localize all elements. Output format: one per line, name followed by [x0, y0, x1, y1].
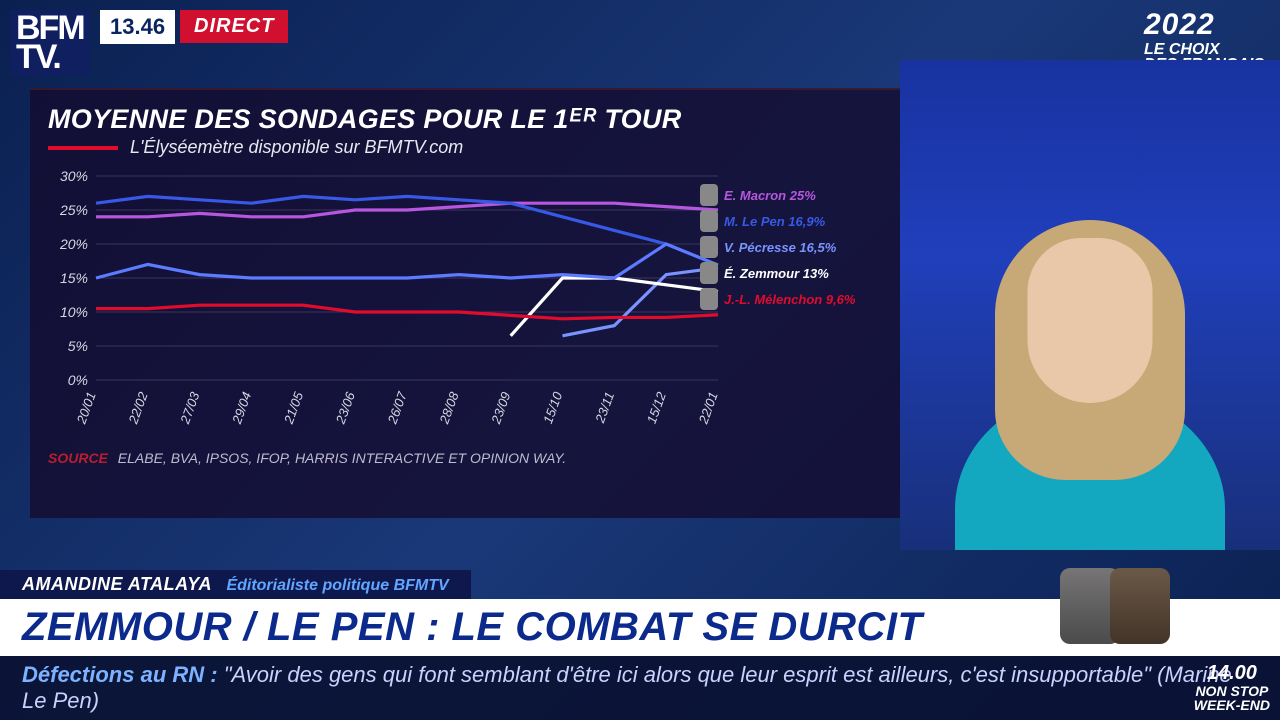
svg-text:25%: 25% — [59, 202, 88, 218]
svg-text:28/08: 28/08 — [436, 389, 462, 426]
studio-shot — [900, 60, 1280, 550]
guest-name: AMANDINE ATALAYA — [22, 574, 212, 594]
legend-label: É. Zemmour 13% — [724, 266, 829, 281]
candidate-avatar-icon — [700, 288, 718, 310]
source-text: ELABE, BVA, IPSOS, IFOP, HARRIS INTERACT… — [118, 450, 566, 466]
svg-text:22/01: 22/01 — [695, 390, 721, 427]
election-line1: LE CHOIX — [1144, 42, 1264, 57]
svg-text:29/04: 29/04 — [229, 390, 255, 427]
legend-label: V. Pécresse 16,5% — [724, 240, 836, 255]
svg-text:5%: 5% — [68, 338, 88, 354]
legend-vpcresse: V. Pécresse 16,5% — [700, 236, 880, 258]
source-label: SOURCE — [48, 450, 108, 466]
logo-line2: TV. — [16, 43, 84, 72]
svg-text:27/03: 27/03 — [177, 389, 203, 426]
candidate-avatar-icon — [700, 184, 718, 206]
svg-text:20/01: 20/01 — [73, 390, 99, 427]
svg-text:23/11: 23/11 — [592, 390, 617, 426]
next-show-promo: 14.00 NON STOP WEEK-END — [1194, 662, 1270, 712]
svg-text:10%: 10% — [60, 304, 88, 320]
svg-text:23/09: 23/09 — [488, 390, 514, 427]
host-avatar-2 — [1110, 568, 1170, 644]
svg-text:21/05: 21/05 — [281, 389, 307, 426]
ticker-lead: Défections au RN : — [22, 662, 218, 687]
svg-text:30%: 30% — [60, 170, 88, 184]
guest-name-bar: AMANDINE ATALAYA Éditorialiste politique… — [0, 570, 471, 599]
promo-line2: WEEK-END — [1194, 699, 1270, 712]
candidate-avatar-icon — [700, 210, 718, 232]
candidate-avatar-icon — [700, 236, 718, 258]
legend-emacron: E. Macron 25% — [700, 184, 880, 206]
candidate-avatar-icon — [700, 262, 718, 284]
svg-text:22/02: 22/02 — [125, 389, 151, 426]
clock-badge: 13.46 — [100, 10, 175, 44]
chart-title: MOYENNE DES SONDAGES POUR LE 1ᴱᴿ TOUR — [48, 104, 882, 135]
legend-zemmour: É. Zemmour 13% — [700, 262, 880, 284]
chart-subtitle: L'Élyséemètre disponible sur BFMTV.com — [130, 137, 463, 158]
svg-text:23/06: 23/06 — [332, 389, 358, 426]
svg-text:26/07: 26/07 — [384, 389, 410, 426]
svg-text:15%: 15% — [60, 270, 88, 286]
presenter-silhouette — [970, 220, 1210, 550]
svg-text:0%: 0% — [68, 372, 88, 388]
svg-text:15/12: 15/12 — [644, 389, 669, 425]
network-logo: BFM TV. — [10, 10, 90, 76]
guest-role: Éditorialiste politique BFMTV — [226, 577, 448, 594]
legend-mlepen: M. Le Pen 16,9% — [700, 210, 880, 232]
legend-label: J.-L. Mélenchon 9,6% — [724, 292, 855, 307]
promo-time: 14.00 — [1194, 662, 1270, 685]
legend-jlmlenchon: J.-L. Mélenchon 9,6% — [700, 288, 880, 310]
svg-text:15/10: 15/10 — [540, 389, 565, 425]
news-ticker: Défections au RN : "Avoir des gens qui f… — [0, 656, 1280, 720]
election-year: 2022 — [1144, 8, 1264, 42]
legend-label: E. Macron 25% — [724, 188, 816, 203]
chart-source: SOURCE ELABE, BVA, IPSOS, IFOP, HARRIS I… — [48, 450, 882, 466]
poll-line-chart: 0% 5% 10% 15% 20% 25% 30% 20/01 22/02 27/03 29/04 2… — [48, 170, 882, 430]
svg-text:20%: 20% — [59, 236, 88, 252]
promo-hosts — [1060, 568, 1170, 644]
title-underline — [48, 146, 118, 150]
legend-label: M. Le Pen 16,9% — [724, 214, 825, 229]
poll-chart-panel: MOYENNE DES SONDAGES POUR LE 1ᴱᴿ TOUR L'… — [30, 88, 900, 518]
live-badge: DIRECT — [180, 10, 288, 43]
